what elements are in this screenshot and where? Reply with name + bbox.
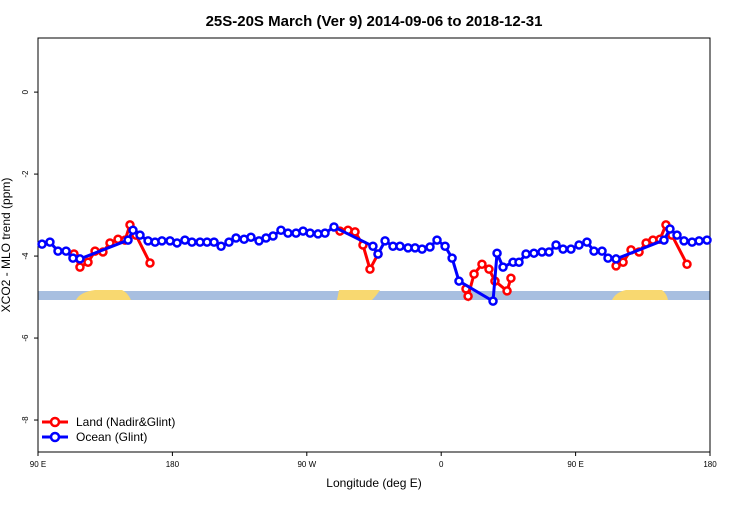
data-point: [502, 286, 512, 296]
data-point: [492, 248, 502, 258]
data-point: [145, 258, 155, 268]
data-point: [368, 241, 378, 251]
data-point: [268, 231, 278, 241]
x-axis-label: Longitude (deg E): [326, 476, 421, 490]
data-point: [702, 235, 712, 245]
data-point: [432, 235, 442, 245]
land-strip: [612, 290, 668, 300]
data-point: [329, 222, 339, 232]
data-point: [61, 246, 71, 256]
data-point: [75, 262, 85, 272]
data-point: [558, 244, 568, 254]
x-tick-label: 180: [166, 460, 180, 469]
data-point: [514, 257, 524, 267]
data-point: [589, 246, 599, 256]
map-strip: [38, 290, 710, 300]
x-tick-label: 90 E: [30, 460, 46, 469]
data-point: [679, 236, 689, 246]
data-point: [447, 253, 457, 263]
chart-title: 25S-20S March (Ver 9) 2014-09-06 to 2018…: [206, 13, 543, 30]
legend-marker: [49, 431, 61, 443]
data-point: [425, 242, 435, 252]
y-tick-label: -4: [21, 252, 30, 260]
data-point: [454, 276, 464, 286]
data-point: [350, 227, 360, 237]
data-point: [618, 257, 628, 267]
data-point: [488, 296, 498, 306]
data-point: [672, 230, 682, 240]
data-point: [37, 239, 47, 249]
data-point: [477, 259, 487, 270]
data-point: [172, 238, 182, 248]
data-point: [395, 241, 405, 251]
y-tick-label: -6: [21, 334, 30, 342]
data-point: [529, 248, 539, 258]
legend-marker: [49, 416, 61, 428]
data-point: [551, 240, 561, 250]
x-tick-label: 0: [439, 460, 444, 469]
land-strip: [337, 290, 380, 300]
y-tick-label: 0: [21, 89, 30, 94]
x-tick-label: 90 W: [297, 460, 316, 469]
data-point: [187, 237, 197, 247]
data-point: [123, 235, 133, 245]
data-point: [597, 246, 607, 256]
data-point: [45, 237, 55, 247]
data-point: [216, 241, 226, 251]
x-tick-label: 90 E: [567, 460, 583, 469]
data-point: [128, 225, 138, 235]
data-point: [224, 237, 234, 247]
data-point: [521, 249, 531, 259]
data-point: [246, 232, 256, 242]
data-point: [463, 291, 473, 301]
data-point: [283, 228, 293, 238]
data-point: [566, 244, 576, 254]
data-point: [544, 247, 554, 257]
y-tick-label: -8: [21, 416, 30, 424]
data-point: [611, 254, 621, 264]
data-point: [506, 273, 516, 283]
data-point: [417, 244, 427, 254]
data-point: [373, 249, 383, 259]
legend-label: Ocean (Glint): [76, 430, 147, 444]
land-strip: [76, 290, 131, 300]
data-point: [469, 269, 479, 279]
data-point: [682, 259, 692, 270]
data-point: [665, 224, 675, 234]
data-point: [498, 262, 508, 272]
data-point: [157, 236, 167, 246]
data-point: [135, 230, 145, 240]
data-point: [659, 235, 669, 245]
data-point: [75, 254, 85, 264]
data-point: [320, 228, 330, 238]
data-point: [582, 237, 592, 247]
data-point: [380, 236, 390, 246]
data-point: [484, 264, 494, 274]
data-point: [83, 257, 93, 267]
y-tick-label: -2: [21, 170, 30, 178]
data-point: [603, 253, 613, 263]
data-point: [440, 241, 450, 251]
data-point: [694, 236, 704, 246]
data-point: [365, 264, 375, 274]
data-point: [574, 240, 584, 250]
data-point: [53, 246, 63, 256]
data-point: [305, 228, 315, 238]
legend-label: Land (Nadir&Glint): [76, 415, 175, 429]
y-axis-label: XCO2 - MLO trend (ppm): [0, 178, 13, 313]
data-point: [209, 237, 219, 247]
x-tick-label: 180: [703, 460, 717, 469]
data-point: [231, 233, 241, 243]
